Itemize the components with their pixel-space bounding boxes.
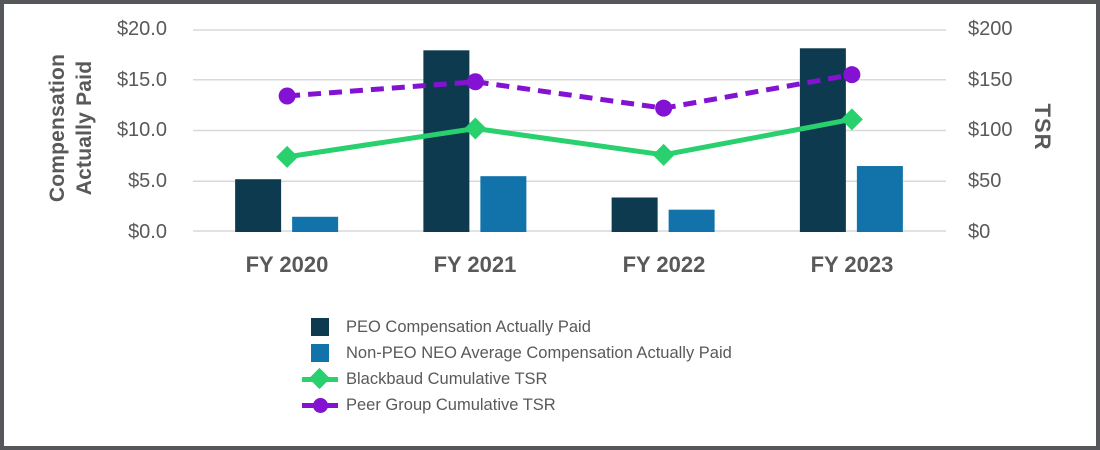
legend-swatch [300, 394, 340, 416]
legend-swatch [300, 367, 340, 390]
legend-item-peer-group-tsr: Peer Group Cumulative TSR [300, 392, 732, 418]
right-axis-tick: $50 [968, 170, 1002, 192]
peo-cap-bar [611, 197, 658, 232]
non-peo-cap-bar [668, 209, 715, 232]
peer-group-tsr-line [286, 72, 853, 111]
peer-group-tsr-marker [843, 66, 861, 84]
non-peo-cap-bar [480, 176, 527, 232]
peo-bar-swatch-icon [311, 318, 329, 336]
left-axis-tick: $20.0 [116, 18, 167, 40]
legend-item-non-peo-cap: Non-PEO NEO Average Compensation Actuall… [300, 340, 732, 366]
legend-label: Blackbaud Cumulative TSR [346, 369, 548, 388]
left-axis-tick: $15.0 [116, 69, 167, 91]
legend: PEO Compensation Actually Paid Non-PEO N… [300, 314, 732, 418]
legend-item-blackbaud-tsr: Blackbaud Cumulative TSR [300, 366, 732, 392]
blackbaud-tsr-marker [840, 108, 863, 131]
blackbaud-tsr-marker [276, 145, 299, 168]
peo-cap-bar [235, 179, 282, 232]
legend-label: Non-PEO NEO Average Compensation Actuall… [346, 343, 732, 362]
right-axis-tick: $0 [968, 221, 991, 243]
blackbaud-tsr-marker [464, 117, 487, 140]
peer-group-tsr-marker [655, 99, 673, 117]
right-axis-tick: $100 [968, 119, 1013, 141]
x-axis-label-fy2023: FY 2023 [810, 252, 894, 277]
left-axis-tick: $0.0 [128, 221, 167, 243]
blackbaud-tsr-line [286, 116, 853, 160]
non-peo-cap-bar [856, 166, 903, 232]
non-peo-cap-bar [292, 216, 339, 232]
plot-area [193, 29, 946, 232]
legend-label: PEO Compensation Actually Paid [346, 317, 591, 336]
x-axis-label-fy2022: FY 2022 [622, 252, 706, 277]
legend-label: Peer Group Cumulative TSR [346, 395, 556, 414]
peer-group-tsr-marker [278, 87, 296, 105]
legend-swatch [300, 344, 340, 362]
left-axis-tick: $10.0 [116, 119, 167, 141]
blackbaud-tsr-marker [652, 143, 675, 166]
x-axis-label-fy2021: FY 2021 [433, 252, 517, 277]
legend-swatch [300, 318, 340, 336]
right-axis-tick: $200 [968, 18, 1013, 40]
x-axis-label-fy2020: FY 2020 [245, 252, 329, 277]
peer-group-tsr-marker [466, 73, 484, 91]
right-axis-title: TSR [1030, 103, 1055, 151]
non-peo-bar-swatch-icon [311, 344, 329, 362]
peo-cap-bar [423, 50, 470, 232]
blackbaud-tsr-swatch-icon [301, 367, 339, 390]
peer-group-tsr-swatch-icon [301, 394, 339, 416]
left-axis-title-line1: Compensation [46, 53, 69, 203]
right-axis-tick: $150 [968, 69, 1013, 91]
left-axis-tick: $5.0 [128, 170, 167, 192]
legend-item-peo-cap: PEO Compensation Actually Paid [300, 314, 732, 340]
